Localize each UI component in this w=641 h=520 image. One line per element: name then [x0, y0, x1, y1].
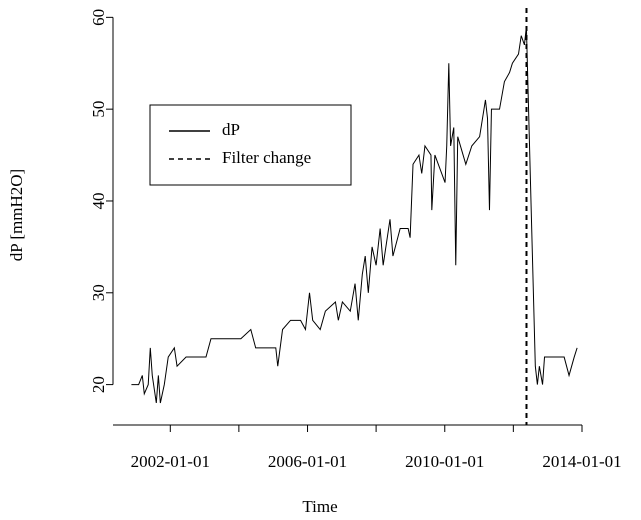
data-line — [131, 26, 578, 404]
y-tick-label: 40 — [89, 192, 108, 209]
legend-label: Filter change — [222, 148, 311, 167]
y-tick-label: 60 — [89, 9, 108, 26]
x-tick-label: 2002-01-01 — [131, 452, 210, 471]
x-tick-label: 2006-01-01 — [268, 452, 347, 471]
y-axis-label: dP [mmH2O] — [7, 169, 26, 261]
x-tick-label: 2010-01-01 — [405, 452, 484, 471]
y-tick-label: 30 — [89, 284, 108, 301]
x-axis-label: Time — [302, 497, 337, 516]
legend-label: dP — [222, 120, 240, 139]
legend-box — [149, 104, 352, 186]
y-tick-label: 20 — [89, 376, 108, 393]
y-tick-label: 50 — [89, 101, 108, 118]
x-tick-label: 2014-01-01 — [542, 452, 621, 471]
